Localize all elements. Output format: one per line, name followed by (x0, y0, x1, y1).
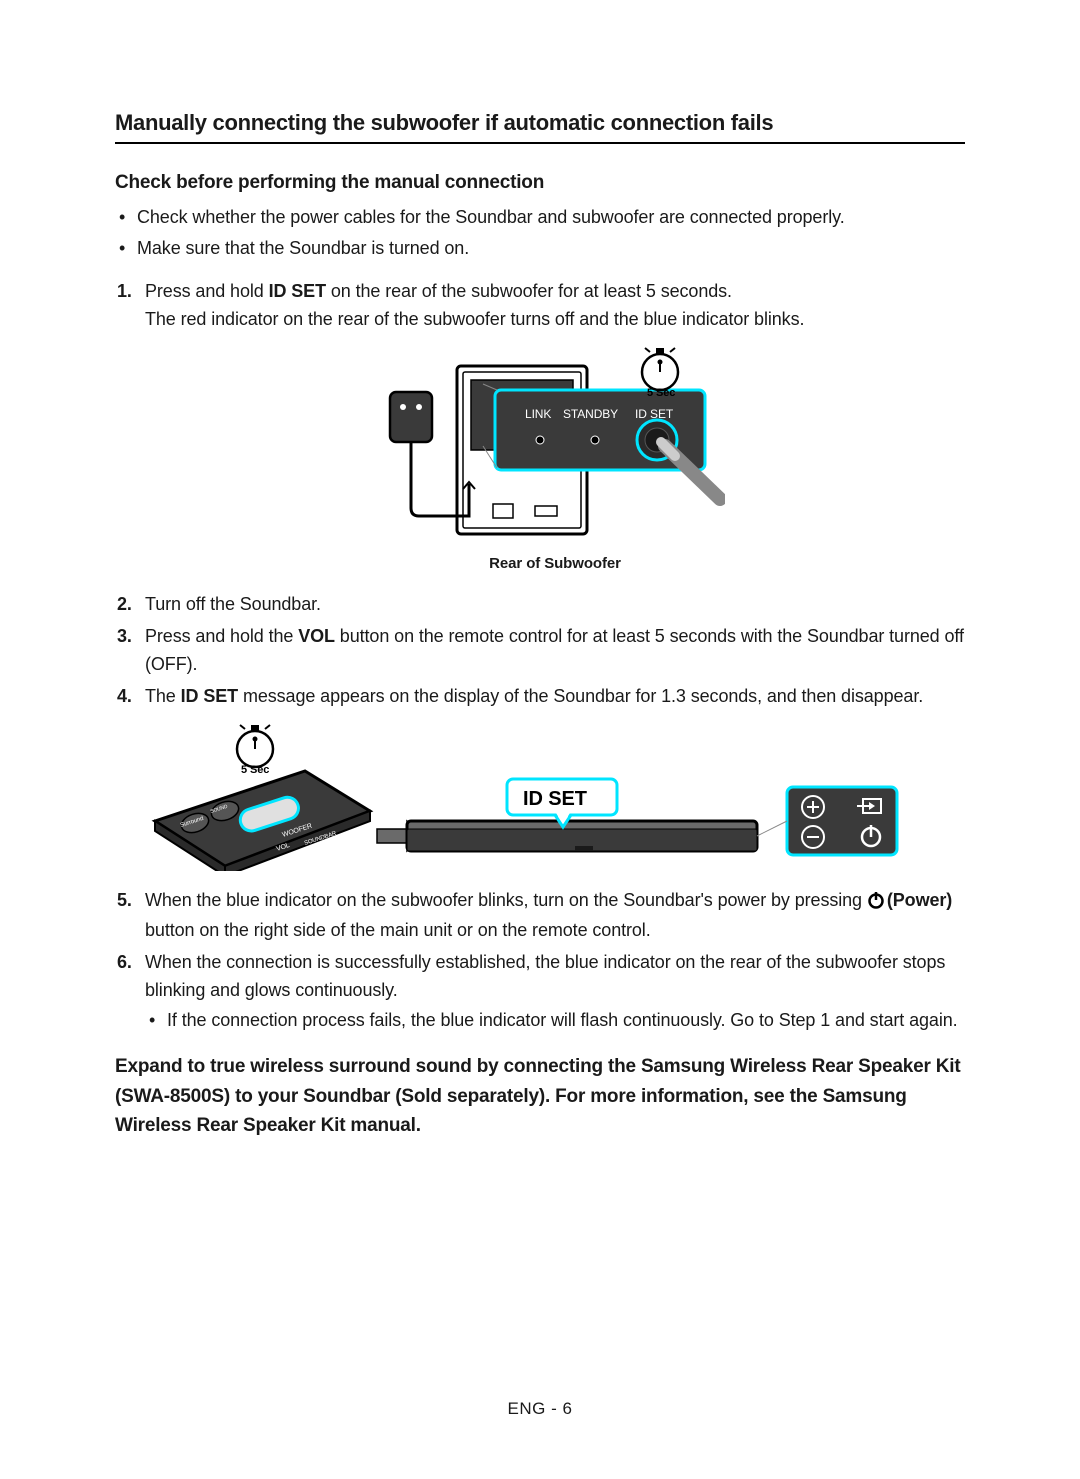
check-bullet-item: Check whether the power cables for the S… (137, 204, 965, 231)
figure-1-caption: Rear of Subwoofer (145, 552, 965, 575)
step-4: The ID SET message appears on the displa… (145, 683, 965, 871)
step5-text-b: button on the right side of the main uni… (145, 920, 651, 940)
step1-bold: ID SET (269, 281, 326, 301)
power-icon (867, 890, 885, 918)
step-6: When the connection is successfully esta… (145, 949, 965, 1034)
step4-text-a: The (145, 686, 181, 706)
label-link: LINK (525, 407, 551, 421)
step1-text-a: Press and hold (145, 281, 269, 301)
step-3: Press and hold the VOL button on the rem… (145, 623, 965, 679)
label-standby: STANDBY (563, 407, 618, 421)
figure-2: Surround SOUND WOOFER VOL SOUNDBAR (145, 721, 965, 871)
steps-list: Press and hold ID SET on the rear of the… (115, 278, 965, 1034)
page-footer: ENG - 6 (0, 1399, 1080, 1419)
figure-1: LINK STANDBY ID SET 5 Sec (145, 344, 965, 575)
step6-sub-item: If the connection process fails, the blu… (167, 1007, 965, 1034)
step6-sub-list: If the connection process fails, the blu… (145, 1007, 965, 1034)
step6-text: When the connection is successfully esta… (145, 952, 945, 1000)
section-title: Manually connecting the subwoofer if aut… (115, 110, 965, 144)
step-5: When the blue indicator on the subwoofer… (145, 887, 965, 946)
timer-label-2: 5 Sec (241, 764, 269, 776)
step1-text-b: on the rear of the subwoofer for at leas… (326, 281, 732, 301)
step5-text-a: When the blue indicator on the subwoofer… (145, 890, 867, 910)
step1-line2: The red indicator on the rear of the sub… (145, 309, 804, 329)
timer-label-1: 5 Sec (647, 387, 675, 399)
soundbar-idset-diagram: Surround SOUND WOOFER VOL SOUNDBAR (145, 721, 905, 871)
step-1: Press and hold ID SET on the rear of the… (145, 278, 965, 575)
step4-text-b: message appears on the display of the So… (238, 686, 923, 706)
subsection-title: Check before performing the manual conne… (115, 172, 965, 194)
check-bullet-item: Make sure that the Soundbar is turned on… (137, 235, 965, 262)
step-2: Turn off the Soundbar. (145, 591, 965, 619)
expand-note: Expand to true wireless surround sound b… (115, 1052, 965, 1140)
step4-bold: ID SET (181, 686, 238, 706)
bubble-text: ID SET (523, 788, 587, 810)
step3-text-a: Press and hold the (145, 626, 298, 646)
subwoofer-rear-diagram: LINK STANDBY ID SET 5 Sec (385, 344, 725, 544)
step5-power-label: (Power) (887, 890, 952, 910)
check-bullet-list: Check whether the power cables for the S… (115, 204, 965, 262)
step3-bold: VOL (298, 626, 335, 646)
